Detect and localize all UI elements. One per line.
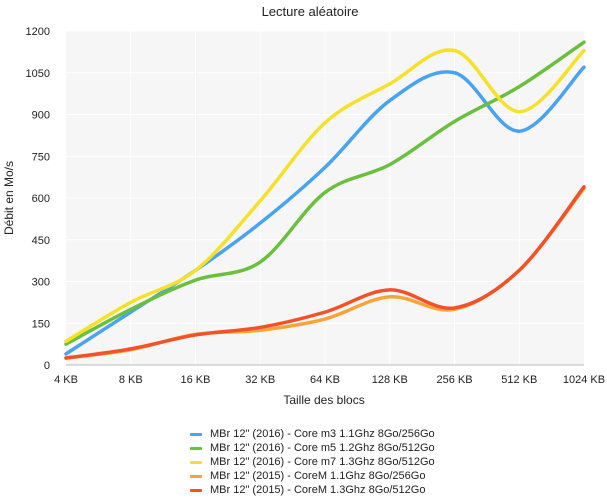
legend-swatch [190,460,202,464]
series-line-5 [64,185,586,360]
x-tick-label: 32 KB [245,374,275,386]
legend-swatch [190,446,202,450]
y-axis-ticks: 0 150 300 450 600 750 900 1050 1200 [26,26,50,372]
legend-swatch [190,474,202,478]
chart-legend: MBr 12" (2016) - Core m3 1.1Ghz 8Go/256G… [190,427,435,497]
y-tick-label: 300 [32,277,50,289]
series-line-3 [64,48,586,344]
y-tick-label: 1200 [26,26,50,38]
x-tick-label: 16 KB [181,374,211,386]
x-tick-label: 256 KB [436,374,472,386]
legend-item: MBr 12" (2016) - Core m5 1.2Ghz 8Go/512G… [190,441,435,455]
x-tick-label: 64 KB [310,374,340,386]
y-tick-label: 450 [32,235,50,247]
legend-label: MBr 12" (2015) - CoreM 1.1Ghz 8Go/256Go [210,470,426,482]
x-tick-label: 128 KB [372,374,408,386]
grid-lines [66,30,584,365]
y-tick-label: 0 [44,360,50,372]
legend-label: MBr 12" (2016) - Core m3 1.1Ghz 8Go/256G… [210,428,435,440]
legend-label: MBr 12" (2016) - Core m5 1.2Ghz 8Go/512G… [210,442,435,454]
legend-swatch [190,488,202,492]
legend-item: MBr 12" (2015) - CoreM 1.3Ghz 8Go/512Go [190,483,435,497]
y-tick-label: 750 [32,151,50,163]
x-tick-label: 4 KB [54,374,78,386]
x-axis-label: Taille des blocs [283,393,364,407]
series-lines [64,40,586,360]
legend-item: MBr 12" (2016) - Core m7 1.3Ghz 8Go/512G… [190,455,435,469]
y-tick-label: 150 [32,318,50,330]
x-tick-label: 8 KB [119,374,143,386]
chart-title: Lecture aléatoire [262,4,359,19]
legend-label: MBr 12" (2015) - CoreM 1.3Ghz 8Go/512Go [210,484,426,496]
y-tick-label: 1050 [26,68,50,80]
x-tick-label: 512 KB [501,374,537,386]
legend-label: MBr 12" (2016) - Core m7 1.3Ghz 8Go/512G… [210,456,435,468]
y-axis-label: Débit en Mo/s [2,161,16,235]
x-tick-label: 1024 KB [563,374,605,386]
legend-item: MBr 12" (2016) - Core m3 1.1Ghz 8Go/256G… [190,427,435,441]
y-tick-label: 900 [32,110,50,122]
legend-swatch [190,432,202,436]
x-axis-ticks: 4 KB 8 KB 16 KB 32 KB 64 KB 128 KB 256 KB 512 K… [54,374,605,386]
y-tick-label: 600 [32,193,50,205]
legend-item: MBr 12" (2015) - CoreM 1.1Ghz 8Go/256Go [190,469,435,483]
